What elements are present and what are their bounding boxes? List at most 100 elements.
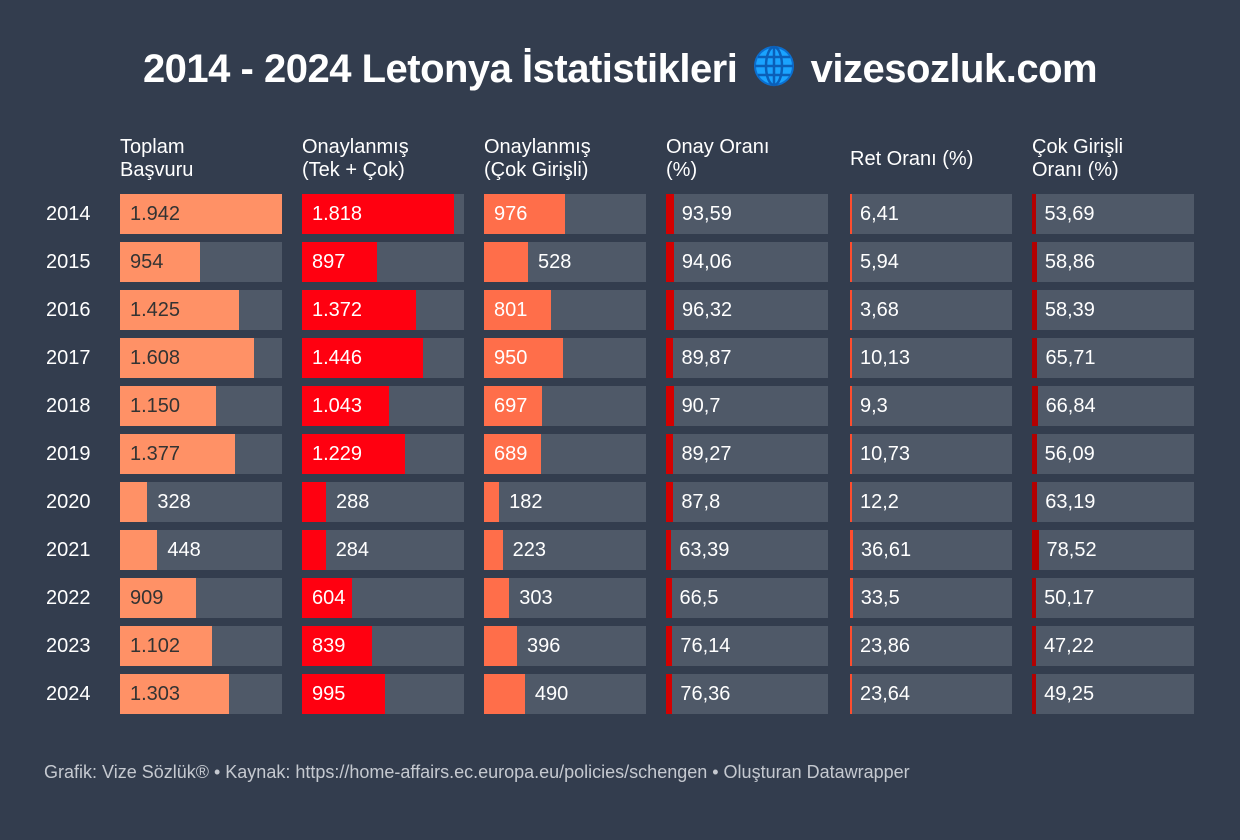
bar-ret_orani — [850, 434, 852, 474]
value-label: 182 — [509, 491, 543, 513]
bar-cok_orani — [1032, 338, 1038, 378]
table-cell-toplam: 1.942 — [120, 194, 282, 234]
value-label: 76,36 — [680, 683, 731, 705]
bar-toplam — [120, 194, 282, 234]
value-label: 47,22 — [1043, 635, 1094, 657]
column-header-line: (Tek + Çok) — [302, 159, 405, 181]
table-cell-onay: 604 — [302, 578, 464, 618]
table-cell-toplam: 1.102 — [120, 626, 282, 666]
column-header-line: Onaylanmış — [484, 136, 591, 158]
value-label: 33,5 — [860, 587, 900, 609]
table-cell-toplam: 448 — [120, 530, 282, 570]
bar-toplam — [120, 434, 235, 474]
row-year-label: 2020 — [46, 491, 91, 513]
bar-cok — [484, 242, 529, 282]
bar-onay — [302, 194, 454, 234]
bar-toplam — [120, 386, 216, 426]
value-label: 93,59 — [681, 203, 732, 225]
table-cell-onay: 1.818 — [302, 194, 464, 234]
table-cell-onay: 839 — [302, 626, 464, 666]
value-label: 909 — [130, 587, 164, 609]
column-header-line: (Çok Girişli) — [484, 159, 589, 181]
value-label: 3,68 — [860, 299, 899, 321]
bar-ret_orani — [850, 530, 854, 570]
table-cell-onay: 897 — [302, 242, 464, 282]
value-label: 689 — [494, 443, 528, 465]
table-cell-cok: 490 — [484, 674, 646, 714]
bar-onay_orani — [666, 578, 672, 618]
column-header-line: Toplam — [120, 136, 185, 158]
bar-onay — [302, 674, 385, 714]
value-label: 53,69 — [1044, 203, 1095, 225]
value-label: 10,13 — [860, 347, 911, 369]
table-cell-toplam: 1.303 — [120, 674, 282, 714]
value-label: 63,39 — [679, 539, 730, 561]
bar-toplam — [120, 530, 158, 570]
table-cell-ret_orani: 10,13 — [850, 338, 1012, 378]
bar-onay_orani — [666, 626, 673, 666]
bar-ret_orani — [850, 386, 852, 426]
bar-onay — [302, 578, 353, 618]
value-label: 284 — [335, 539, 370, 561]
table-cell-cok: 697 — [484, 386, 646, 426]
bar-cok — [484, 578, 510, 618]
column-header-line: (%) — [666, 159, 698, 181]
value-label: 87,8 — [681, 491, 721, 513]
value-label: 1.818 — [312, 203, 363, 225]
table-cell-onay: 995 — [302, 674, 464, 714]
column-header-line: Başvuru — [120, 159, 194, 181]
table-cell-onay: 1.372 — [302, 290, 464, 330]
value-label: 66,84 — [1045, 395, 1096, 417]
bar-cok_orani — [1032, 194, 1037, 234]
table-cell-cok_orani: 58,86 — [1032, 242, 1194, 282]
bar-toplam — [120, 290, 239, 330]
bar-onay_orani — [666, 674, 673, 714]
table-cell-onay_orani: 66,5 — [666, 578, 828, 618]
column-header-cok_orani: Çok Girişli Oranı (%) — [1032, 136, 1202, 182]
table-cell-toplam: 954 — [120, 242, 282, 282]
value-label: 1.377 — [130, 443, 181, 465]
footer-credit: Grafik: Vize Sözlük® • Kaynak: https://h… — [44, 762, 910, 782]
value-label: 1.372 — [312, 299, 363, 321]
table-cell-ret_orani: 3,68 — [850, 290, 1012, 330]
row-year-label: 2021 — [46, 539, 91, 561]
table-cell-toplam: 909 — [120, 578, 282, 618]
bar-toplam — [120, 674, 229, 714]
value-label: 328 — [157, 491, 191, 513]
bar-cok_orani — [1032, 626, 1036, 666]
value-label: 303 — [519, 587, 553, 609]
value-label: 1.150 — [130, 395, 181, 417]
table-cell-cok: 976 — [484, 194, 646, 234]
table-cell-toplam: 1.425 — [120, 290, 282, 330]
bar-onay_orani — [666, 338, 674, 378]
value-label: 49,25 — [1044, 683, 1095, 705]
chart-title: 2014 - 2024 Letonya İstatistikleri vizes… — [0, 44, 1240, 92]
value-label: 9,3 — [860, 395, 888, 417]
value-label: 1.446 — [312, 347, 363, 369]
table-cell-cok_orani: 58,39 — [1032, 290, 1194, 330]
bar-ret_orani — [850, 338, 852, 378]
bar-toplam — [120, 242, 200, 282]
value-label: 490 — [534, 683, 569, 705]
value-label: 396 — [527, 635, 561, 657]
column-header-onay: Onaylanmış (Tek + Çok) — [302, 136, 472, 182]
value-label: 10,73 — [860, 443, 911, 465]
bar-onay — [302, 242, 377, 282]
table-cell-ret_orani: 5,94 — [850, 242, 1012, 282]
value-label: 1.608 — [130, 347, 181, 369]
value-label: 995 — [312, 683, 346, 705]
bar-onay_orani — [666, 290, 675, 330]
row-year-label: 2014 — [46, 203, 91, 225]
value-label: 50,17 — [1044, 587, 1095, 609]
bar-cok — [484, 482, 500, 522]
column-header-onay_orani: Onay Oranı (%) — [666, 136, 836, 182]
bar-cok_orani — [1032, 578, 1037, 618]
table-cell-ret_orani: 23,86 — [850, 626, 1012, 666]
bar-ret_orani — [850, 482, 852, 522]
table-cell-ret_orani: 10,73 — [850, 434, 1012, 474]
table-cell-cok: 801 — [484, 290, 646, 330]
bar-onay — [302, 338, 423, 378]
table-cell-cok_orani: 66,84 — [1032, 386, 1194, 426]
value-label: 976 — [494, 203, 528, 225]
table-cell-ret_orani: 12,2 — [850, 482, 1012, 522]
